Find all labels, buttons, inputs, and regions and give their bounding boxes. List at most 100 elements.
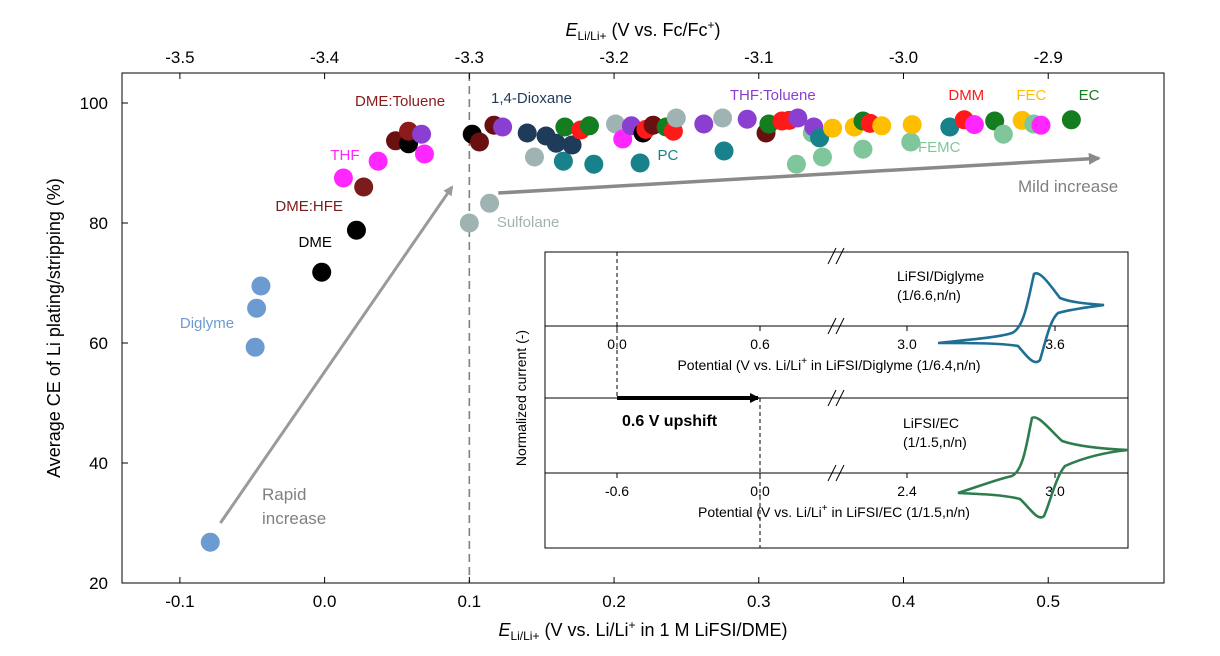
series-label: DME:HFE [275, 198, 343, 215]
x-tick-label: 0.4 [892, 592, 916, 611]
data-points [200, 108, 1081, 552]
mild-increase-arrow [498, 152, 1101, 195]
inset-bottom-tick-1: -0.6 [605, 483, 629, 499]
cv-curve-diglyme [937, 272, 1105, 364]
top-tick-label: -3.1 [744, 48, 773, 67]
data-point [524, 147, 544, 167]
data-point [579, 116, 599, 136]
data-point [333, 168, 353, 188]
data-point [251, 276, 271, 296]
top-x-axis-title: ELi/Li+ (V vs. Fc/Fc+) [565, 18, 720, 43]
inset-top-tick-2: 0.6 [750, 336, 770, 352]
data-point [630, 153, 650, 173]
series-label: DME [299, 234, 332, 251]
cv-inset: Normalized current (-) 0.0 0 [513, 247, 1129, 549]
data-point [553, 151, 573, 171]
y-tick-label: 40 [89, 454, 108, 473]
x-tick-label: 0.0 [313, 592, 337, 611]
series-label: DME:Toluene [355, 93, 445, 110]
x-tick-label: 0.3 [747, 592, 771, 611]
data-point [786, 154, 806, 174]
y-tick-label: 100 [80, 94, 108, 113]
data-point [714, 141, 734, 161]
data-point [1061, 110, 1081, 130]
series-label: DMM [948, 87, 984, 104]
data-point [354, 177, 374, 197]
mild-increase-label: Mild increase [1018, 177, 1118, 196]
x-tick-label: 0.2 [602, 592, 626, 611]
data-point [812, 147, 832, 167]
inset-top-label-2: (1/6.6,n/n) [897, 287, 961, 303]
data-point [902, 115, 922, 135]
data-point [1031, 115, 1051, 135]
data-point [823, 118, 843, 138]
top-tick-label: -3.3 [455, 48, 484, 67]
data-point [517, 123, 537, 143]
x-tick-label: -0.1 [165, 592, 194, 611]
series-label: 1,4-Dioxane [491, 90, 572, 107]
trend-arrows [219, 152, 1101, 524]
data-point [414, 144, 434, 164]
data-point [562, 135, 582, 155]
series-label: THF:Toluene [730, 87, 816, 104]
cv-curve-ec [957, 416, 1129, 519]
x-tick-label: 0.1 [458, 592, 482, 611]
data-point [810, 128, 830, 148]
inset-bottom-tick-2: 0.0 [750, 483, 770, 499]
series-label: Sulfolane [497, 214, 560, 231]
rapid-increase-label-1: Rapid [262, 485, 306, 504]
rapid-increase-arrow [219, 185, 454, 524]
upshift-label: 0.6 V upshift [622, 413, 718, 430]
data-point [901, 132, 921, 152]
inset-y-axis-title: Normalized current (-) [513, 330, 529, 466]
data-point [993, 124, 1013, 144]
data-point [872, 116, 892, 136]
inset-bottom-label-1: LiFSI/EC [903, 415, 959, 431]
top-tick-label: -3.2 [599, 48, 628, 67]
data-point [200, 532, 220, 552]
data-point [245, 337, 265, 357]
inset-top-tick-4: 3.6 [1045, 336, 1065, 352]
inset-top-axis-title: Potential (V vs. Li/Li+ in LiFSI/Diglyme… [677, 356, 980, 373]
y-tick-label: 80 [89, 214, 108, 233]
series-label: FEMC [918, 139, 961, 156]
series-label: PC [657, 147, 678, 164]
data-point [606, 114, 626, 134]
data-point [412, 124, 432, 144]
series-label: THF [330, 147, 359, 164]
data-point [368, 151, 388, 171]
y-tick-label: 60 [89, 334, 108, 353]
axis-break-marks [827, 247, 845, 482]
series-label: Diglyme [180, 315, 234, 332]
inset-top-tick-3: 3.0 [897, 336, 917, 352]
data-point [853, 139, 873, 159]
data-point [312, 262, 332, 282]
data-point [493, 117, 513, 137]
rapid-increase-label-2: increase [262, 509, 326, 528]
data-point [964, 115, 984, 135]
data-point [480, 193, 500, 213]
x-tick-label: 0.5 [1036, 592, 1060, 611]
data-point [666, 108, 686, 128]
data-point [788, 108, 808, 128]
data-point [584, 154, 604, 174]
top-tick-label: -3.5 [165, 48, 194, 67]
inset-bottom-axis-title: Potential (V vs. Li/Li+ in LiFSI/EC (1/1… [698, 503, 970, 520]
data-point [713, 108, 733, 128]
data-point [940, 117, 960, 137]
data-point [555, 117, 575, 137]
top-tick-label: -3.0 [889, 48, 918, 67]
top-tick-label: -3.4 [310, 48, 339, 67]
axis-ticks: -0.1 0.0 0.1 0.2 0.3 0.4 0.5 20 40 60 80 100 -3.5 -3.… [80, 48, 1063, 611]
y-tick-label: 20 [89, 574, 108, 593]
data-point [469, 132, 489, 152]
inset-bottom-tick-3: 2.4 [897, 483, 917, 499]
inset-bottom-label-2: (1/1.5,n/n) [903, 434, 967, 450]
solvent-labels: Diglyme DME DME:HFE THF DME:Toluene 1,4-Dioxa… [180, 87, 1100, 332]
plot-frame [121, 72, 1165, 584]
data-point [546, 133, 566, 153]
inset-bottom-tick-4: 3.0 [1045, 483, 1065, 499]
data-point [346, 220, 366, 240]
data-point [247, 298, 267, 318]
